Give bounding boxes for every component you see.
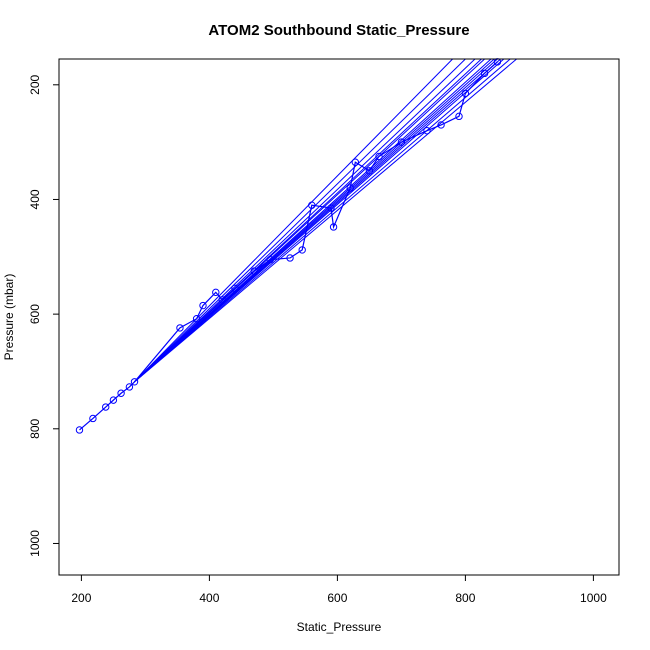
data-point — [365, 167, 374, 175]
profile-line — [134, 58, 466, 383]
data-point — [346, 184, 354, 192]
x-tick-label: 600 — [327, 591, 347, 605]
data-point — [89, 414, 97, 423]
profile-line — [134, 58, 505, 383]
y-axis-label: Pressure (mbar) — [2, 274, 16, 361]
data-point — [199, 301, 207, 310]
data-point — [266, 255, 274, 264]
data-point — [231, 284, 239, 293]
data-point — [455, 112, 463, 121]
data-point — [286, 254, 294, 262]
x-axis: 200 400 600 800 1000 — [71, 574, 607, 605]
y-tick-label: 1000 — [28, 530, 42, 557]
chart-title: ATOM2 Southbound Static_Pressure — [208, 22, 469, 39]
data-point — [423, 126, 431, 135]
data-point — [218, 296, 226, 304]
x-tick-label: 200 — [71, 591, 91, 605]
data-point — [437, 121, 445, 129]
profile-line — [134, 58, 517, 383]
profile-line — [134, 58, 476, 383]
data-point — [461, 89, 470, 98]
data-point — [117, 389, 125, 397]
data-point — [130, 378, 139, 386]
y-tick-label: 600 — [28, 304, 42, 324]
x-tick-label: 1000 — [580, 591, 607, 605]
x-axis-label: Static_Pressure — [297, 620, 382, 634]
x-tick-label: 400 — [199, 591, 219, 605]
data-point — [192, 315, 201, 323]
data-point — [212, 288, 220, 297]
plot-frame — [58, 58, 620, 576]
data-point — [109, 396, 118, 404]
y-tick-label: 200 — [28, 74, 42, 94]
data-point — [327, 204, 335, 212]
profile-line — [134, 58, 511, 383]
data-point — [125, 383, 134, 391]
data-point — [298, 246, 306, 254]
data-point — [375, 152, 383, 161]
data-point — [75, 426, 84, 434]
profile-line — [134, 58, 453, 383]
data-point — [176, 324, 184, 332]
y-tick-label: 800 — [28, 418, 42, 438]
data-point — [308, 201, 316, 209]
series-lines — [79, 58, 517, 431]
y-tick-label: 400 — [28, 189, 42, 209]
y-axis: 200 400 600 800 1000 — [28, 74, 60, 557]
data-point — [480, 69, 489, 78]
data-point — [329, 223, 338, 231]
data-point — [250, 267, 258, 275]
data-point — [102, 403, 110, 411]
x-tick-label: 800 — [455, 591, 475, 605]
data-point — [397, 138, 406, 146]
data-point — [351, 158, 360, 166]
profile-line — [134, 58, 485, 383]
